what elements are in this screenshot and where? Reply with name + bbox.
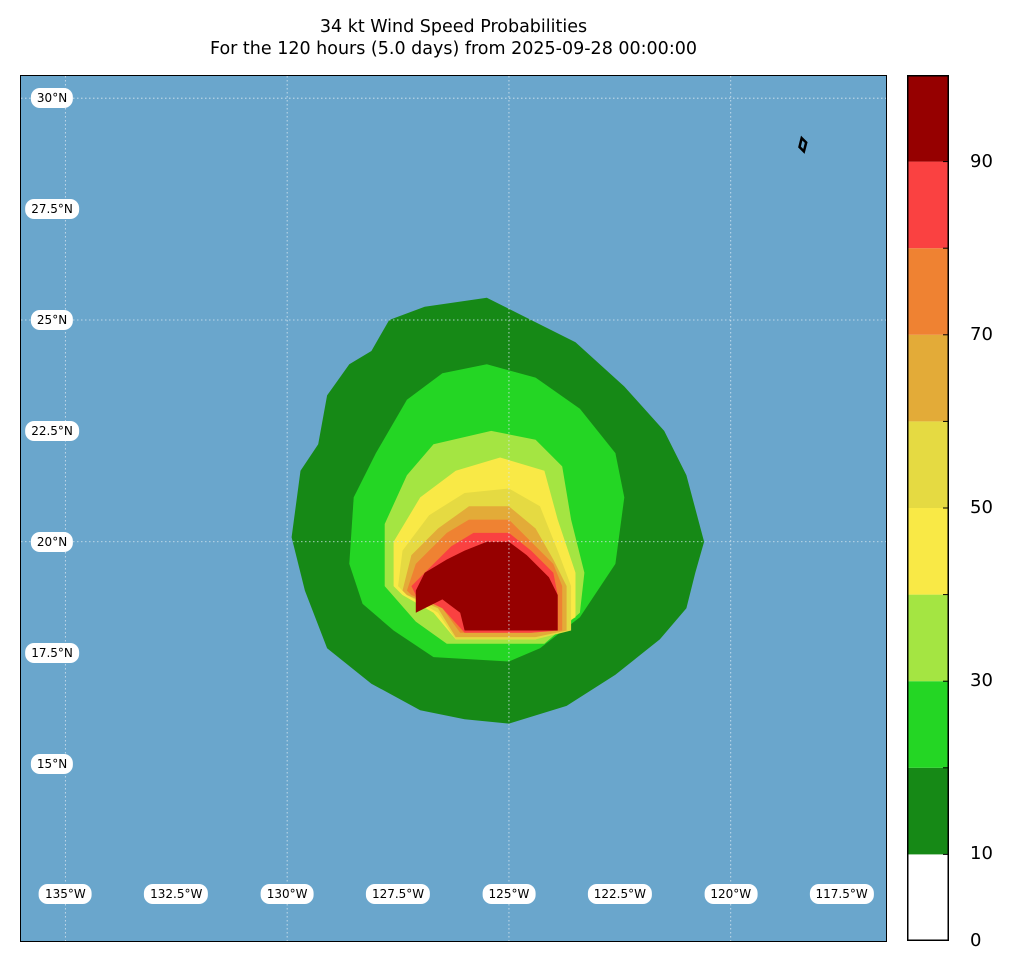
probability-contour-90 [415,541,558,631]
colorbar-tick-label: 0 [970,930,982,951]
title-line-1: 34 kt Wind Speed Probabilities [319,17,588,37]
title-line-2: For the 120 hours (5.0 days) from 2025-0… [210,39,697,59]
colorbar-swatch-30 [907,594,949,682]
lat-label: 22.5°N [25,420,79,441]
lat-label: 20°N [30,531,74,552]
colorbar-swatch-0 [907,854,949,941]
lat-label: 17.5°N [25,642,79,663]
lat-label: 25°N [30,309,74,330]
colorbar-tick-label: 10 [970,843,993,865]
colorbar-tick-label: 30 [970,670,993,692]
colorbar-tick-label: 90 [970,150,993,172]
colorbar-swatch-50 [907,421,949,508]
map-canvas [21,76,886,941]
chart-title: 34 kt Wind Speed Probabilities For the 1… [20,16,887,60]
colorbar-swatch-90 [907,75,949,162]
lat-label: 15°N [30,753,74,774]
island-outline [798,135,808,154]
lon-label: 125°W [482,884,536,905]
lon-label: 135°W [38,884,92,905]
lat-label: 30°N [30,88,74,109]
colorbar-tick-label: 70 [970,323,993,345]
colorbar [907,75,949,941]
map-panel[interactable]: 30°N 27.5°N 25°N 22.5°N 20°N 17.5°N 15°N 135°W 1… [20,75,887,942]
lon-label: 122.5°W [587,884,652,905]
colorbar-swatch-40 [907,508,949,595]
colorbar-swatch-70 [907,248,949,335]
colorbar-swatch-60 [907,334,949,422]
colorbar-swatch-80 [907,161,949,249]
colorbar-swatch-10 [907,767,949,855]
lon-label: 117.5°W [809,884,874,905]
lon-label: 132.5°W [144,884,209,905]
lon-label: 120°W [704,884,758,905]
lon-label: 130°W [260,884,314,905]
colorbar-tick-label: 50 [970,497,993,518]
lat-label: 27.5°N [25,199,79,220]
colorbar-swatch-20 [907,681,949,768]
lon-label: 127.5°W [365,884,431,905]
